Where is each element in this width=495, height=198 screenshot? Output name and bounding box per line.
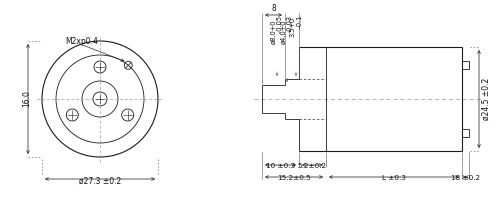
Text: 8: 8	[271, 4, 276, 13]
Text: M2xp0.4: M2xp0.4	[65, 37, 98, 46]
Text: 16.0: 16.0	[22, 90, 31, 108]
Text: 10 ±0.3: 10 ±0.3	[266, 163, 295, 169]
Text: 18 ±0.2: 18 ±0.2	[451, 175, 480, 181]
Text: 5.2±0.2: 5.2±0.2	[298, 163, 327, 169]
Text: 3.5+0
    -0.1: 3.5+0 -0.1	[290, 16, 302, 37]
Text: ø24.5 ±0.2: ø24.5 ±0.2	[482, 78, 491, 120]
Text: L ±0.3: L ±0.3	[382, 175, 406, 181]
Text: ø27.3 ±0.2: ø27.3 ±0.2	[79, 177, 121, 186]
Text: ø8.0+0
       -0.05: ø8.0+0 -0.05	[270, 16, 284, 48]
Text: ø4.0+0
       -0.03: ø4.0+0 -0.03	[281, 16, 294, 48]
Text: 15.2±0.5: 15.2±0.5	[277, 175, 311, 181]
